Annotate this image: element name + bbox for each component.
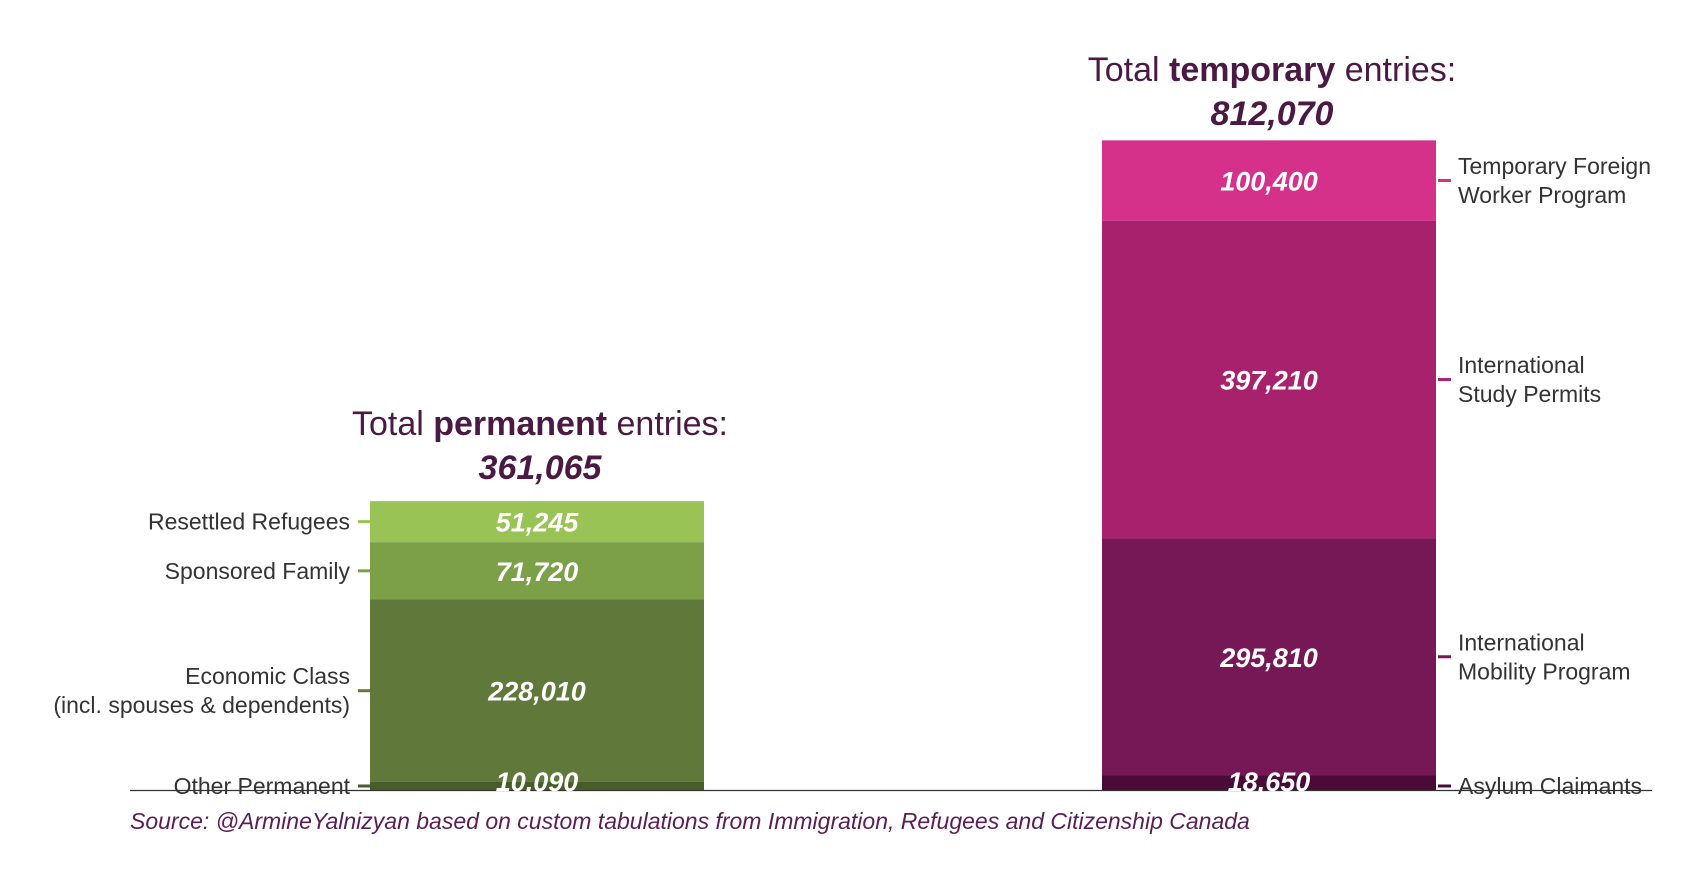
category-label-1-1-0: International — [1458, 352, 1585, 378]
value-label-0-1: 71,720 — [496, 557, 579, 587]
value-label-1-3: 18,650 — [1228, 767, 1311, 797]
temporary-total-title: Total temporary entries: — [1062, 48, 1482, 92]
bar-segment-1-2 — [1102, 538, 1436, 776]
bar-segment-1-1 — [1102, 220, 1436, 539]
bar-segment-1-0 — [1102, 140, 1436, 221]
value-label-0-3: 10,090 — [496, 767, 579, 797]
leader-tick-0-1 — [358, 569, 370, 573]
permanent-title-strong: permanent — [433, 405, 608, 443]
value-label-1-0: 100,400 — [1220, 167, 1318, 197]
temporary-title-pre: Total — [1087, 51, 1170, 89]
category-label-0-2-1: (incl. spouses & dependents) — [53, 692, 350, 718]
category-label-1-2-1: Mobility Program — [1458, 658, 1631, 684]
value-label-0-0: 51,245 — [496, 508, 580, 538]
value-label-0-2: 228,010 — [487, 677, 586, 707]
bar-segment-0-1 — [370, 542, 704, 600]
bar-segment-0-0 — [370, 501, 704, 543]
value-label-1-2: 295,810 — [1219, 643, 1318, 673]
permanent-total-title: Total permanent entries: — [330, 402, 750, 446]
leader-tick-1-1 — [1438, 378, 1451, 382]
leader-tick-0-0 — [358, 520, 370, 524]
category-label-0-3-0: Other Permanent — [174, 773, 351, 799]
value-label-1-1: 397,210 — [1220, 366, 1318, 396]
category-label-0-1-0: Sponsored Family — [165, 558, 351, 584]
category-label-1-3-0: Asylum Claimants — [1458, 773, 1642, 799]
bar-segment-0-2 — [370, 599, 704, 782]
category-label-1-0-1: Worker Program — [1458, 182, 1626, 208]
category-label-1-2-0: International — [1458, 629, 1585, 655]
permanent-title-pre: Total — [351, 405, 434, 443]
permanent-total-value: 361,065 — [478, 449, 602, 487]
bar-segment-0-3 — [370, 781, 704, 790]
leader-tick-1-0 — [1438, 179, 1451, 183]
leader-tick-1-3 — [1438, 784, 1451, 788]
leader-tick-0-2 — [358, 689, 370, 693]
leader-tick-1-2 — [1438, 655, 1451, 659]
bar-segment-1-3 — [1102, 775, 1436, 790]
temporary-title-post: entries: — [1335, 51, 1457, 89]
category-label-1-1-1: Study Permits — [1458, 381, 1601, 407]
category-label-0-0-0: Resettled Refugees — [148, 509, 350, 535]
leader-tick-0-3 — [358, 784, 370, 788]
category-label-1-0-0: Temporary Foreign — [1458, 153, 1651, 179]
permanent-title-post: entries: — [607, 405, 729, 443]
temporary-total-value: 812,070 — [1210, 95, 1334, 133]
temporary-title-strong: temporary — [1169, 51, 1336, 89]
source-note: Source: @ArmineYalnizyan based on custom… — [130, 808, 1250, 834]
category-label-0-2-0: Economic Class — [185, 663, 350, 689]
